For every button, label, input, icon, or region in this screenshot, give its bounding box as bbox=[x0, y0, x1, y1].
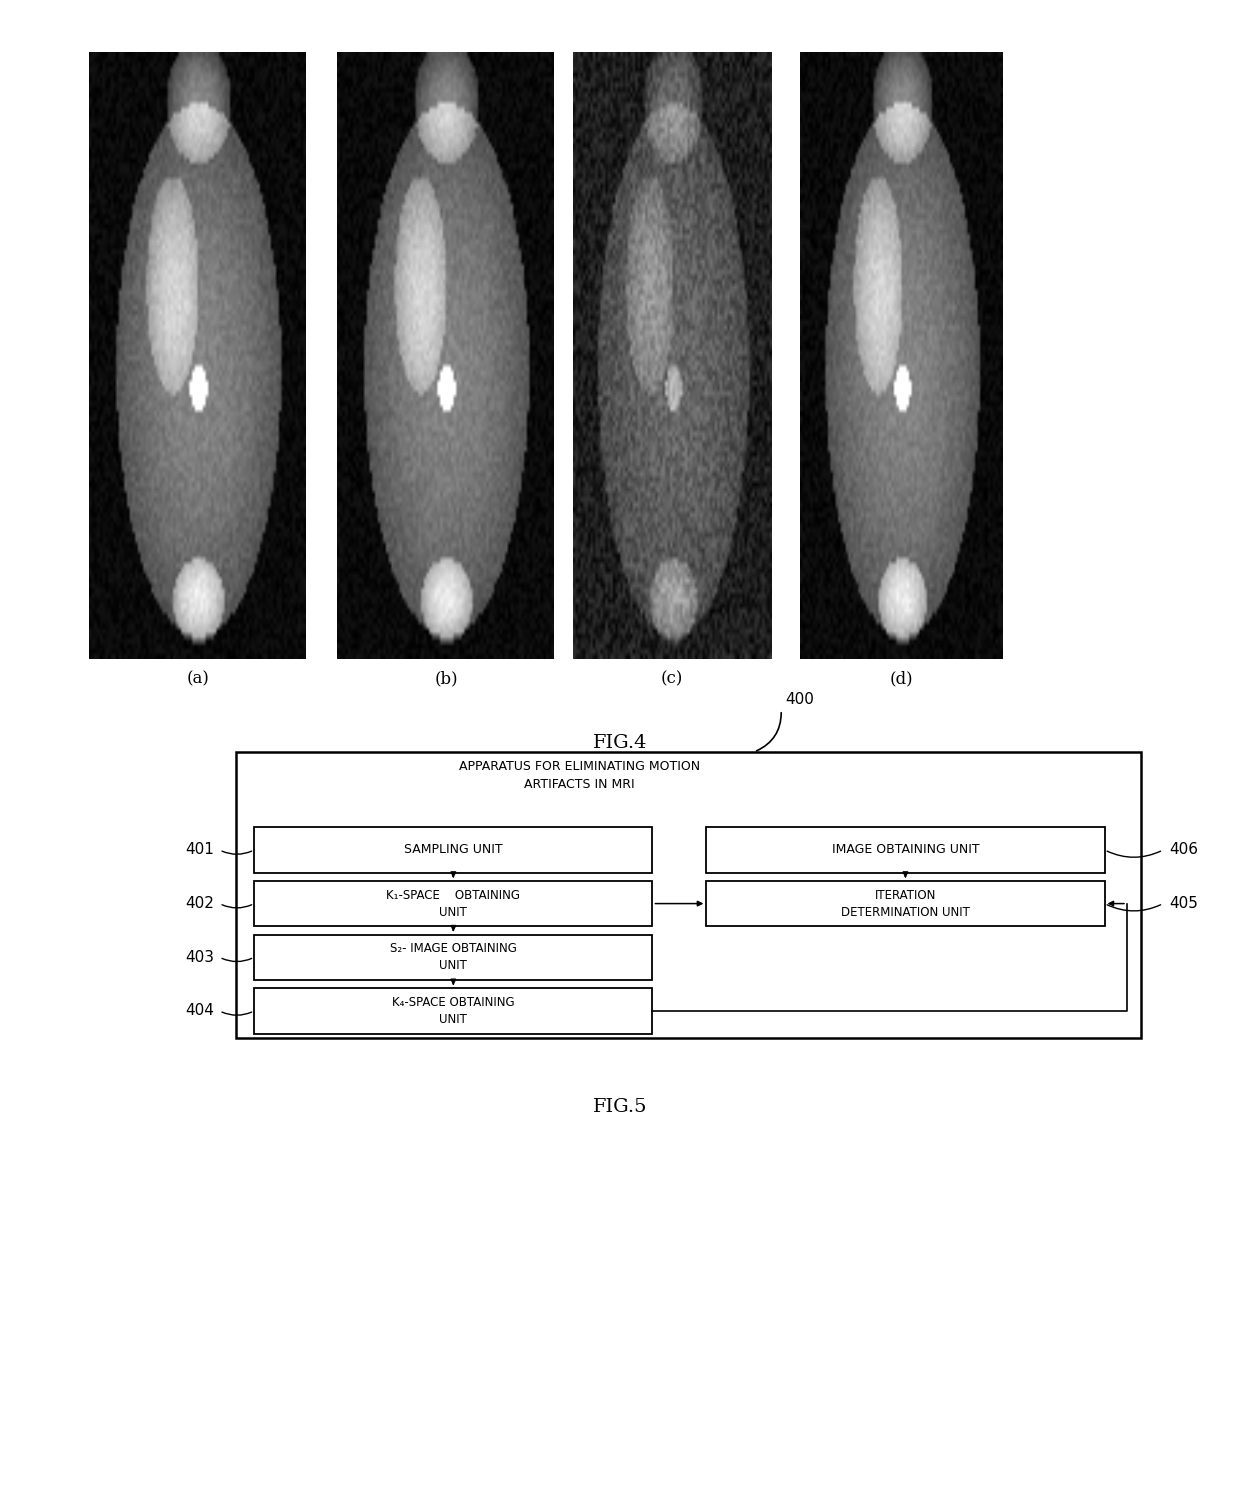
Text: S₂- IMAGE OBTAINING
UNIT: S₂- IMAGE OBTAINING UNIT bbox=[389, 942, 517, 972]
Text: APPARATUS FOR ELIMINATING MOTION
ARTIFACTS IN MRI: APPARATUS FOR ELIMINATING MOTION ARTIFAC… bbox=[459, 760, 701, 791]
Bar bbox=[254, 827, 652, 872]
Text: 403: 403 bbox=[186, 949, 215, 964]
Text: (b): (b) bbox=[434, 671, 459, 687]
Text: 404: 404 bbox=[186, 1003, 215, 1018]
Text: K₄-SPACE OBTAINING
UNIT: K₄-SPACE OBTAINING UNIT bbox=[392, 996, 515, 1026]
Bar bbox=[254, 934, 652, 981]
Text: 401: 401 bbox=[186, 842, 215, 857]
Text: SAMPLING UNIT: SAMPLING UNIT bbox=[404, 844, 502, 856]
Text: 405: 405 bbox=[1169, 896, 1198, 911]
Bar bbox=[236, 752, 1141, 1038]
Bar bbox=[707, 881, 1105, 926]
Text: 406: 406 bbox=[1169, 842, 1198, 857]
Text: (d): (d) bbox=[889, 671, 914, 687]
Text: 400: 400 bbox=[785, 692, 813, 707]
Text: (c): (c) bbox=[661, 671, 683, 687]
Bar bbox=[254, 881, 652, 926]
Bar bbox=[254, 988, 652, 1033]
Text: (a): (a) bbox=[187, 671, 210, 687]
Text: FIG.4: FIG.4 bbox=[593, 734, 647, 752]
Text: FIG.5: FIG.5 bbox=[593, 1098, 647, 1116]
Text: ITERATION
DETERMINATION UNIT: ITERATION DETERMINATION UNIT bbox=[841, 889, 970, 919]
Text: IMAGE OBTAINING UNIT: IMAGE OBTAINING UNIT bbox=[832, 844, 980, 856]
Text: K₁-SPACE    OBTAINING
UNIT: K₁-SPACE OBTAINING UNIT bbox=[387, 889, 521, 919]
Bar bbox=[707, 827, 1105, 872]
Text: 402: 402 bbox=[186, 896, 215, 911]
